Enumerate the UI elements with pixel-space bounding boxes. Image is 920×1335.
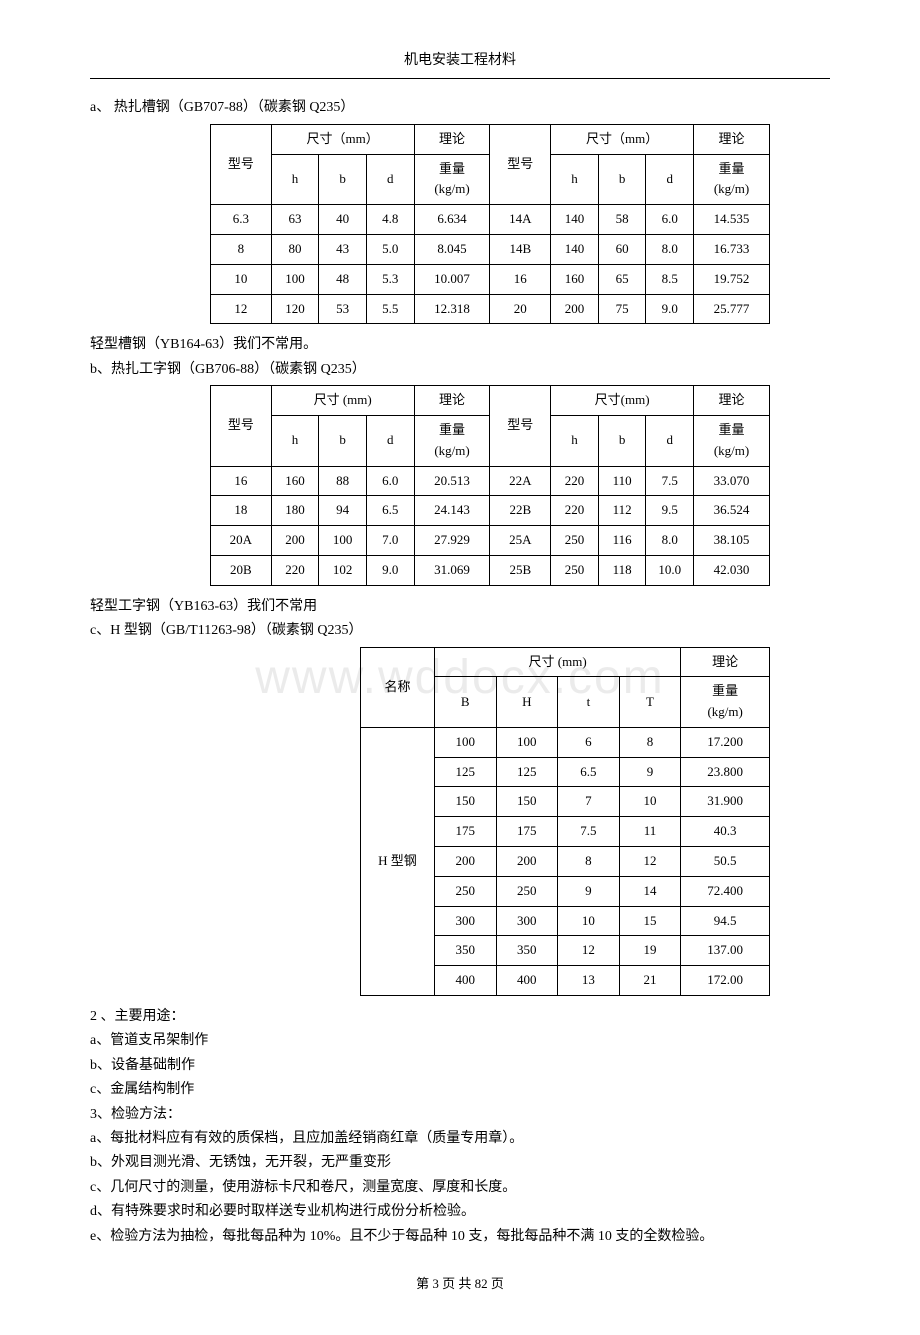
table-i-beam: 型号 尺寸 (mm) 理论 型号 尺寸(mm) 理论 h b d 重量(kg/m… [210,385,770,586]
th-d2: d [646,415,694,466]
th-d2: d [646,154,694,205]
th-b2: b [598,154,646,205]
th-h: h [271,154,319,205]
th-dim2: 尺寸（mm） [551,124,694,154]
th-weight: 重量(kg/m) [414,154,490,205]
section-b-title: b、热扎工字钢（GB706-88）（碳素钢 Q235） [90,359,830,381]
h-steel-name: H 型钢 [361,727,435,995]
section-a-title: a、 热扎槽钢（GB707-88）（碳素钢 Q235） [90,97,830,119]
th-b2: b [598,415,646,466]
table-row: 20A2001007.027.92925A2501168.038.105 [211,526,770,556]
table-row: 880435.08.04514B140608.016.733 [211,234,770,264]
th-T: T [619,677,681,728]
th-h2: h [551,154,599,205]
th-type: 型号 [211,124,272,204]
th-theory: 理论 [414,386,490,416]
th-b: b [319,415,367,466]
th-theory2: 理论 [694,386,770,416]
table-row: 20B2201029.031.06925B25011810.042.030 [211,555,770,585]
th-type2: 型号 [490,386,551,466]
body-line: 3、检验方法： [90,1104,830,1126]
th-dim: 尺寸 (mm) [271,386,414,416]
page-footer: 第 3 页 共 82 页 [90,1274,830,1295]
body-line: d、有特殊要求时和必要时取样送专业机构进行成份分析检验。 [90,1201,830,1223]
note-a: 轻型槽钢（YB164-63）我们不常用。 [90,334,830,356]
table-row: 18180946.524.14322B2201129.536.524 [211,496,770,526]
th-dim2: 尺寸(mm) [551,386,694,416]
table-row: 16160886.020.51322A2201107.533.070 [211,466,770,496]
section-c-title: c、H 型钢（GB/T11263-98）（碳素钢 Q235） [90,620,830,642]
th-weight: 重量(kg/m) [414,415,490,466]
note-b: 轻型工字钢（YB163-63）我们不常用 [90,596,830,618]
th-weight2: 重量(kg/m) [694,415,770,466]
th-name: 名称 [361,647,435,727]
table-row: 10100485.310.00716160658.519.752 [211,264,770,294]
th-theory: 理论 [681,647,770,677]
th-type: 型号 [211,386,272,466]
table-row: 12120535.512.31820200759.025.777 [211,294,770,324]
th-B: B [434,677,496,728]
body-line: e、检验方法为抽检，每批每品种为 10%。且不少于每品种 10 支，每批每品种不… [90,1226,830,1248]
body-line: a、管道支吊架制作 [90,1030,830,1052]
body-line: b、设备基础制作 [90,1055,830,1077]
th-weight: 重量(kg/m) [681,677,770,728]
th-b: b [319,154,367,205]
th-H: H [496,677,558,728]
body-line: b、外观目测光滑、无锈蚀，无开裂，无严重变形 [90,1152,830,1174]
body-line: c、几何尺寸的测量，使用游标卡尺和卷尺，测量宽度、厚度和长度。 [90,1177,830,1199]
th-theory2: 理论 [694,124,770,154]
th-h: h [271,415,319,466]
th-h2: h [551,415,599,466]
th-theory: 理论 [414,124,490,154]
table-row: H 型钢1001006817.200 [361,727,770,757]
table-h-steel: 名称 尺寸 (mm) 理论 B H t T 重量(kg/m) H 型钢10010… [360,647,770,997]
th-d: d [366,154,414,205]
th-weight2: 重量(kg/m) [694,154,770,205]
th-dim: 尺寸 (mm) [434,647,680,677]
th-t: t [558,677,620,728]
page-header: 机电安装工程材料 [90,50,830,79]
body-line: c、金属结构制作 [90,1079,830,1101]
table-channel-steel: 型号 尺寸（mm） 理论 型号 尺寸（mm） 理论 h b d 重量(kg/m)… [210,124,770,325]
th-dim: 尺寸（mm） [271,124,414,154]
th-type2: 型号 [490,124,551,204]
body-line: 2 、主要用途： [90,1006,830,1028]
body-line: a、每批材料应有有效的质保档，且应加盖经销商红章（质量专用章）。 [90,1128,830,1150]
th-d: d [366,415,414,466]
table-row: 6.363404.86.63414A140586.014.535 [211,205,770,235]
